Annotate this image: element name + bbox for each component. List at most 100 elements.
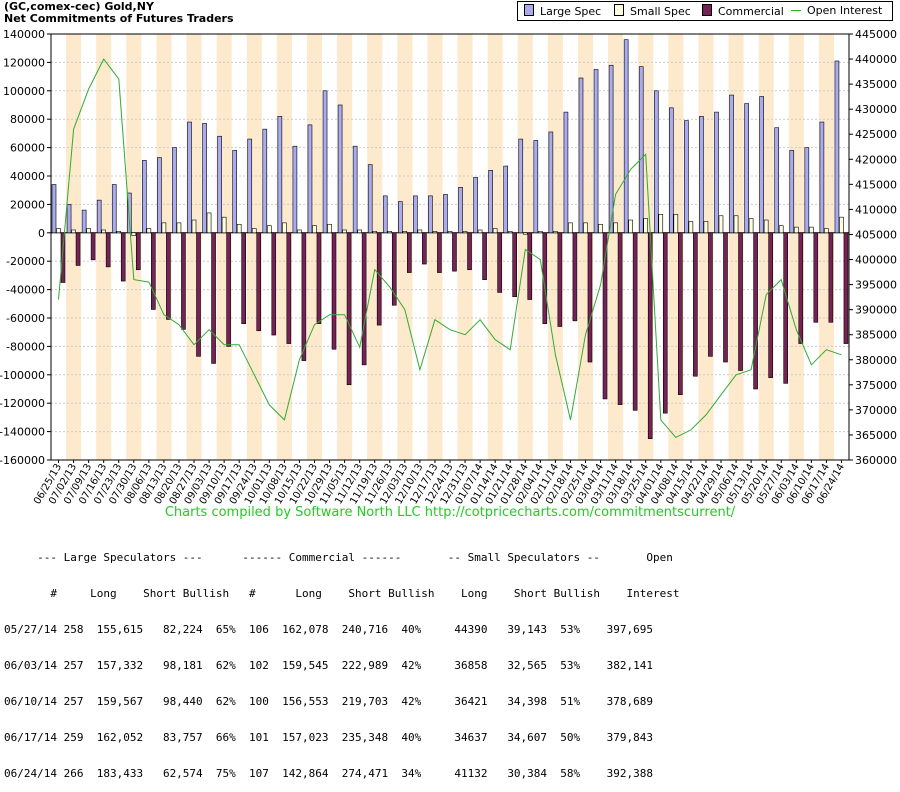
y2-tick-label: 405000 bbox=[855, 228, 897, 241]
y2-tick-label: 375000 bbox=[855, 379, 897, 392]
bar-commercial bbox=[346, 232, 352, 386]
bar-small-spec bbox=[703, 221, 709, 234]
table-row: 06/17/14 259 162,052 83,757 66% 101 157,… bbox=[4, 731, 654, 744]
y2-tick-label: 435000 bbox=[855, 78, 897, 91]
bar-commercial bbox=[693, 232, 698, 377]
column-band bbox=[156, 34, 172, 460]
bar-small-spec bbox=[312, 225, 317, 234]
bar-commercial bbox=[301, 232, 307, 361]
bar-small-spec bbox=[266, 225, 272, 234]
bar-large-spec bbox=[473, 177, 478, 234]
bar-large-spec bbox=[337, 104, 343, 234]
bar-small-spec bbox=[372, 231, 377, 234]
y2-tick-label: 385000 bbox=[855, 329, 897, 342]
y-tick-label: -120000 bbox=[0, 397, 45, 410]
bar-commercial bbox=[482, 232, 487, 280]
column-band bbox=[788, 34, 804, 460]
bar-small-spec bbox=[387, 231, 393, 234]
legend-item-small-spec: Small Spec bbox=[614, 4, 691, 18]
bar-small-spec bbox=[763, 219, 769, 234]
column-band bbox=[126, 34, 142, 460]
bar-small-spec bbox=[447, 231, 453, 234]
y-tick-label: 40000 bbox=[10, 170, 45, 183]
bar-small-spec bbox=[191, 219, 197, 234]
y-tick-label: -60000 bbox=[6, 312, 45, 325]
y-tick-label: 0 bbox=[38, 227, 45, 240]
bar-small-spec bbox=[71, 229, 76, 234]
chart-legend: Large Spec Small Spec Commercial Open In… bbox=[517, 1, 893, 21]
bar-small-spec bbox=[583, 222, 588, 234]
table-header-columns: # Long Short Bullish # Long Short Bullis… bbox=[4, 587, 680, 600]
bar-small-spec bbox=[101, 229, 106, 234]
bar-large-spec bbox=[548, 131, 554, 234]
bar-large-spec bbox=[608, 64, 614, 234]
bar-commercial bbox=[241, 232, 246, 324]
bar-large-spec bbox=[759, 96, 764, 234]
bar-large-spec bbox=[352, 145, 358, 234]
bar-large-spec bbox=[669, 107, 674, 234]
bar-commercial bbox=[166, 232, 171, 320]
bar-commercial bbox=[376, 232, 382, 326]
bar-commercial bbox=[557, 232, 563, 327]
bar-large-spec bbox=[744, 103, 749, 234]
bar-commercial bbox=[512, 232, 517, 298]
bar-large-spec bbox=[563, 111, 569, 234]
bar-commercial bbox=[256, 232, 262, 332]
bar-small-spec bbox=[131, 232, 137, 236]
bar-large-spec bbox=[96, 199, 102, 234]
bar-large-spec bbox=[593, 69, 599, 234]
chart-subtitle: Net Commitments of Futures Traders bbox=[4, 12, 234, 25]
bar-large-spec bbox=[51, 184, 57, 234]
bar-small-spec bbox=[598, 223, 603, 234]
bar-large-spec bbox=[789, 150, 795, 234]
bar-commercial bbox=[181, 232, 186, 330]
bar-small-spec bbox=[643, 218, 649, 234]
table-row: 06/24/14 266 183,433 62,574 75% 107 142,… bbox=[4, 767, 654, 780]
bar-commercial bbox=[602, 232, 608, 400]
bar-commercial bbox=[407, 232, 412, 273]
y2-tick-label: 390000 bbox=[855, 304, 897, 317]
bar-commercial bbox=[361, 232, 367, 366]
y-tick-label: -40000 bbox=[6, 284, 45, 297]
bar-large-spec bbox=[202, 123, 207, 234]
legend-item-commercial: Commercial bbox=[702, 4, 784, 18]
y-tick-label: -160000 bbox=[0, 454, 45, 467]
bar-large-spec bbox=[217, 135, 222, 234]
y2-tick-label: 380000 bbox=[855, 354, 897, 367]
bar-small-spec bbox=[327, 223, 332, 234]
bar-commercial bbox=[151, 232, 156, 310]
bar-small-spec bbox=[613, 222, 618, 234]
bar-small-spec bbox=[221, 216, 227, 234]
table-row: 06/03/14 257 157,332 98,181 62% 102 159,… bbox=[4, 659, 654, 672]
bar-commercial bbox=[783, 232, 789, 384]
bar-large-spec bbox=[232, 150, 237, 234]
legend-label-open-interest: Open Interest bbox=[807, 4, 883, 17]
legend-item-open-interest: Open Interest bbox=[791, 4, 882, 17]
bar-small-spec bbox=[342, 229, 347, 234]
bar-commercial bbox=[331, 232, 337, 350]
table-row: 05/27/14 258 155,615 82,224 65% 106 162,… bbox=[4, 623, 654, 636]
bar-commercial bbox=[452, 232, 457, 272]
y-tick-label: -100000 bbox=[0, 369, 45, 382]
bar-commercial bbox=[678, 232, 683, 395]
bar-commercial bbox=[813, 232, 819, 323]
bar-commercial bbox=[587, 232, 593, 363]
bar-small-spec bbox=[236, 223, 242, 234]
bar-small-spec bbox=[402, 231, 408, 234]
column-band bbox=[457, 34, 473, 460]
bar-large-spec bbox=[443, 194, 448, 234]
bar-large-spec bbox=[398, 201, 403, 234]
bar-small-spec bbox=[673, 214, 679, 234]
bar-commercial bbox=[662, 232, 668, 414]
bar-commercial bbox=[798, 232, 804, 344]
bar-large-spec bbox=[653, 90, 659, 234]
y-tick-label: 120000 bbox=[3, 56, 45, 69]
bar-large-spec bbox=[247, 138, 253, 234]
bar-large-spec bbox=[699, 116, 704, 234]
legend-swatch-small-spec bbox=[614, 4, 624, 16]
bar-large-spec bbox=[533, 140, 539, 234]
legend-label-commercial: Commercial bbox=[718, 5, 784, 18]
column-band bbox=[397, 34, 413, 460]
y2-tick-label: 430000 bbox=[855, 103, 897, 116]
bar-commercial bbox=[422, 232, 427, 265]
